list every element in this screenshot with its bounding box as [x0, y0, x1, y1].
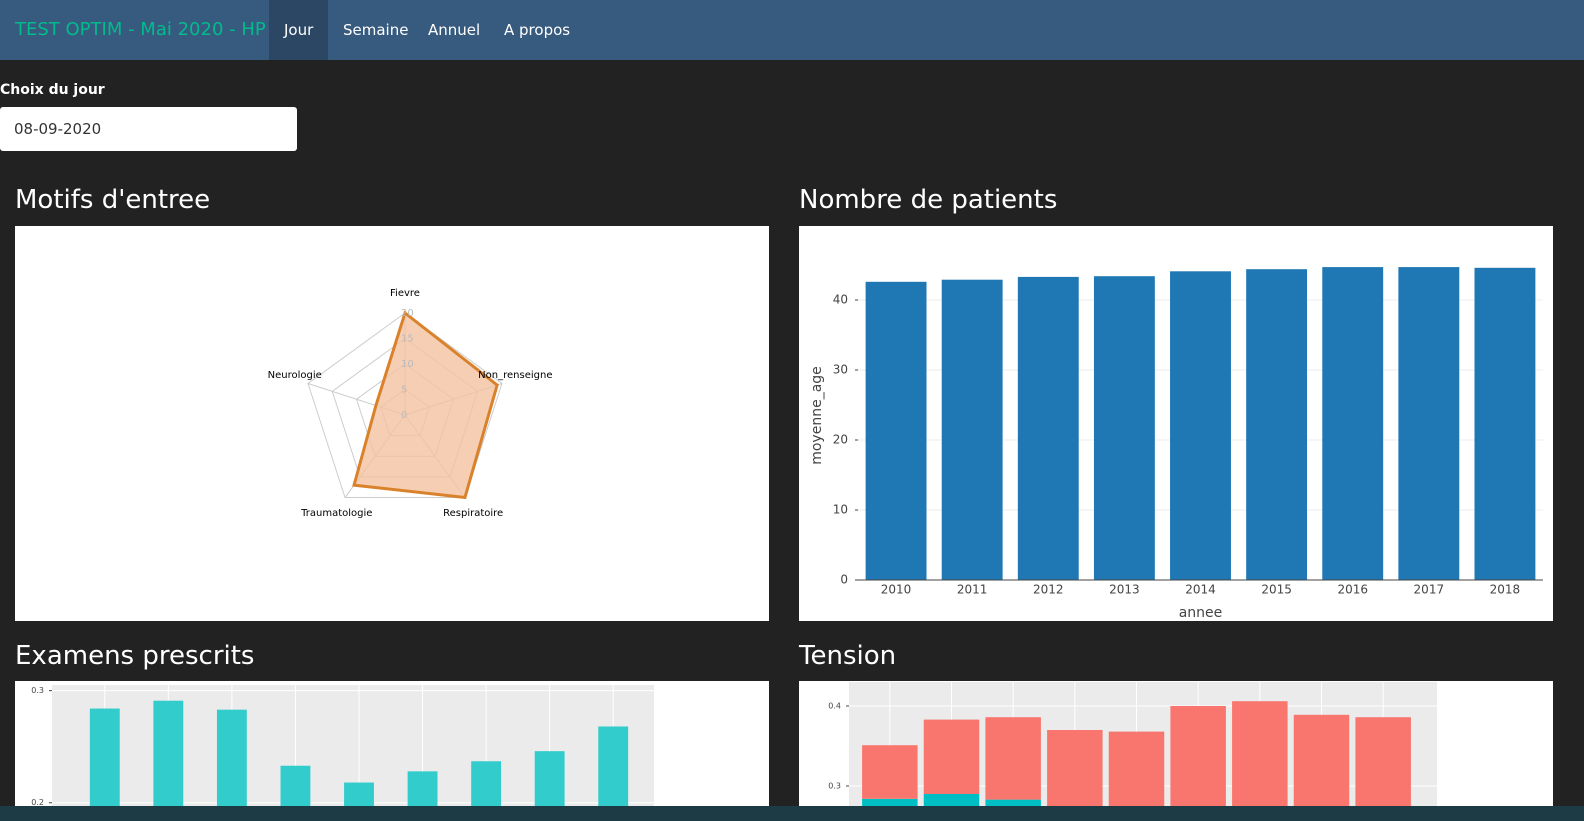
bar	[862, 745, 918, 799]
x-tick-label: 2015	[1261, 583, 1292, 597]
y-tick-label: 20	[833, 433, 848, 447]
chart-panel: 0 5 10 15 20 Fievre Non_renseigne Respiratoire T…	[15, 226, 769, 621]
bar	[862, 798, 918, 806]
footer-bar	[0, 806, 1584, 821]
y-tick-label: 40	[833, 293, 848, 307]
nav-tab[interactable]: A propos	[504, 21, 571, 39]
y-tick-label: 0.4	[828, 702, 841, 711]
y-tick-label: 0.3	[828, 782, 841, 791]
y-tick-label: 0.2	[31, 798, 44, 806]
axis-label: Neurologie	[268, 370, 322, 381]
x-tick-label: 2017	[1414, 583, 1445, 597]
y-tick-label: 10	[833, 503, 848, 517]
bar	[1170, 706, 1226, 806]
panel-title: Nombre de patients	[799, 185, 1058, 215]
y-tick-label: 0.3	[31, 686, 44, 695]
y-tick-label: 30	[833, 363, 848, 377]
chart: 0.2 0.3	[31, 685, 654, 806]
x-tick-label: 2018	[1490, 583, 1521, 597]
chart: 0 5 10 15 20 Fievre Non_renseigne Respiratoire T…	[268, 288, 553, 519]
radar-area	[352, 310, 499, 500]
r-tick-label: 5	[401, 385, 407, 396]
y-tick-label: 0	[840, 573, 848, 587]
bar	[1108, 731, 1165, 806]
bar	[1170, 271, 1231, 580]
axis-label: Traumatologie	[300, 508, 372, 519]
bar	[1355, 717, 1411, 806]
brand[interactable]: TEST OPTIM - Mai 2020 - HP	[15, 19, 266, 40]
x-tick-label: 2012	[1033, 583, 1064, 597]
bar	[598, 726, 629, 806]
nav-tab[interactable]: Semaine	[343, 21, 409, 39]
bar	[471, 761, 502, 806]
x-tick-label: 2010	[881, 583, 912, 597]
bar	[534, 751, 565, 806]
x-tick-label: 2014	[1185, 583, 1216, 597]
bar	[1474, 267, 1536, 580]
panel-title: Motifs d'entree	[15, 185, 211, 215]
x-tick-label: 2013	[1109, 583, 1140, 597]
r-tick-label: 15	[401, 334, 414, 345]
date-input[interactable]: 08-09-2020	[0, 107, 297, 151]
r-tick-label: 0	[401, 410, 407, 421]
bar	[216, 709, 247, 806]
axis-label: Respiratoire	[443, 508, 503, 519]
chart: 0 10 20 30 40 2010 2011 2012 2013 2014 2015 2016 201…	[809, 267, 1543, 621]
x-tick-label: 2016	[1337, 583, 1368, 597]
bar	[1322, 267, 1384, 580]
chart-panel: 0.3 0.4	[799, 681, 1553, 806]
bar	[923, 794, 980, 806]
chart-panel: 0 10 20 30 40 2010 2011 2012 2013 2014 2015 2016 201…	[799, 226, 1553, 621]
axis-label: Non_renseigne	[478, 370, 552, 381]
bar	[865, 281, 927, 580]
bar	[1047, 730, 1103, 806]
bar	[1093, 276, 1155, 580]
x-tick-label: 2011	[957, 583, 988, 597]
bar	[1246, 269, 1308, 580]
bar	[923, 719, 980, 794]
bar	[1017, 276, 1079, 580]
bar	[1232, 701, 1288, 806]
grid-ring	[307, 312, 503, 499]
bar	[89, 708, 120, 806]
chart: 0.3 0.4	[828, 682, 1437, 806]
bar	[1293, 714, 1350, 806]
r-tick-label: 10	[401, 359, 414, 370]
x-axis-title: annee	[1179, 605, 1223, 621]
y-axis-title: moyenne_age	[809, 366, 825, 465]
bar	[1398, 267, 1460, 580]
panel-title: Tension	[799, 641, 897, 671]
chart-panel: 0.2 0.3	[15, 681, 769, 806]
navbar: TEST OPTIM - Mai 2020 - HP Jour Semaine …	[0, 0, 1584, 60]
r-tick-label: 20	[401, 308, 414, 319]
bar	[941, 279, 1003, 580]
panel-title: Examens prescrits	[15, 641, 255, 671]
nav-tab[interactable]: Annuel	[428, 21, 481, 39]
axis-label: Fievre	[390, 288, 420, 299]
bar	[153, 700, 184, 806]
nav-tab[interactable]: Jour	[269, 0, 329, 60]
bar	[407, 771, 438, 806]
bar	[280, 765, 311, 806]
input-label: Choix du jour	[0, 82, 105, 98]
bar	[344, 782, 374, 806]
bar	[985, 717, 1041, 800]
bar	[985, 799, 1041, 806]
